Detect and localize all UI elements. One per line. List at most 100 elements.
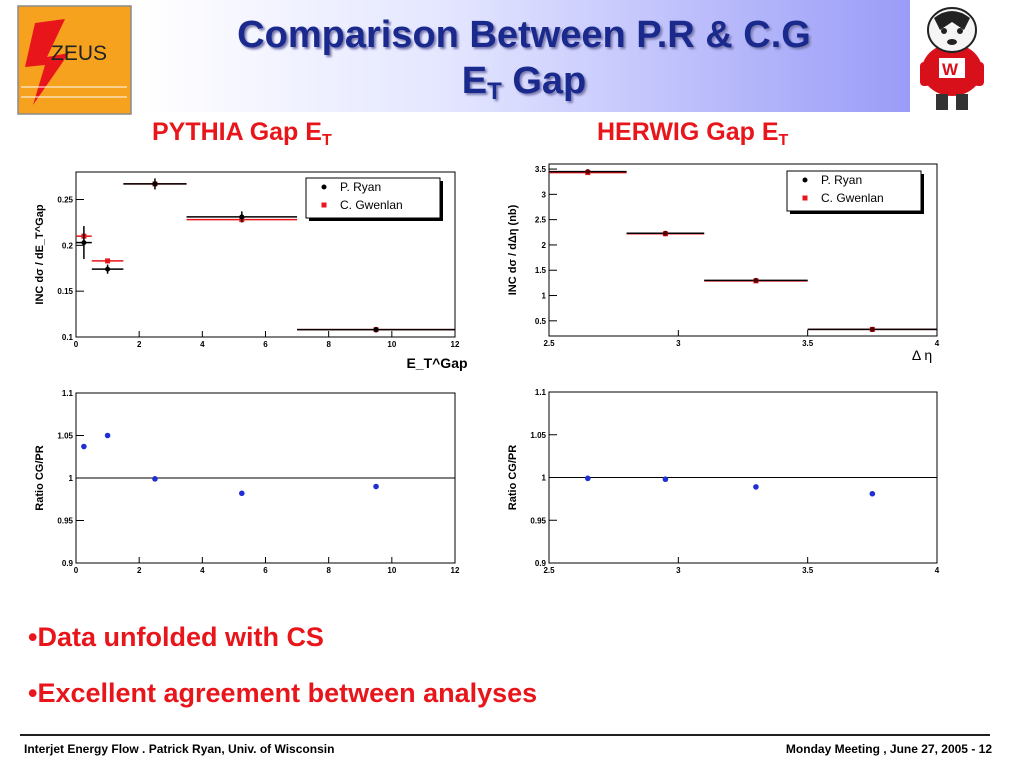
y-tick-label: 1.1 (62, 389, 74, 398)
slide-header: ZEUS Comparison Between P.R & C.G ET Gap… (0, 0, 1024, 118)
y-tick-label: 0.95 (57, 517, 73, 526)
y-tick-label: 1 (542, 474, 547, 483)
y-tick-label: 0.9 (62, 559, 74, 568)
footer-rule (20, 734, 990, 736)
x-axis-label: Δ η (912, 347, 932, 363)
x-tick-label: 2.5 (543, 566, 555, 575)
y-tick-label: 2.5 (535, 216, 547, 225)
pr-point (105, 266, 111, 272)
ratio-point (104, 432, 111, 439)
pr-point (662, 230, 668, 236)
y-tick-label: 1.1 (535, 388, 547, 397)
legend-label: C. Gwenlan (340, 198, 403, 212)
plot-frame (548, 163, 938, 337)
slide-title: Comparison Between P.R & C.G ET Gap (138, 12, 910, 115)
pr-point (373, 327, 379, 333)
x-tick-label: 3.5 (802, 566, 814, 575)
ratio-point (373, 483, 379, 490)
y-tick-label: 2 (542, 241, 547, 250)
x-tick-label: 2.5 (543, 339, 555, 348)
y-tick-label: 1.05 (57, 432, 73, 441)
y-tick-label: 1.5 (535, 266, 547, 275)
x-tick-label: 3 (676, 566, 681, 575)
legend-label: C. Gwenlan (821, 191, 884, 205)
cg-point (105, 258, 111, 264)
legend-marker-cg (321, 202, 327, 208)
pr-point (239, 214, 245, 220)
bullet-item: •Excellent agreement between analyses (28, 678, 538, 708)
y-tick-label: 1.05 (530, 431, 546, 440)
pr-point (152, 181, 158, 187)
footer-left: Interjet Energy Flow . Patrick Ryan, Uni… (24, 742, 335, 756)
title-line-2: ET Gap (461, 60, 587, 105)
x-tick-label: 6 (263, 566, 268, 575)
cg-point (662, 231, 668, 237)
cg-point (753, 278, 759, 284)
legend-label: P. Ryan (821, 173, 862, 187)
y-tick-label: 1 (69, 474, 74, 483)
y-tick-label: 3.5 (535, 165, 547, 174)
bullet-item: •Data unfolded with CS (28, 622, 324, 652)
x-tick-label: 0 (74, 566, 79, 575)
x-tick-label: 4 (935, 339, 940, 348)
ratio-point (81, 443, 87, 450)
y-tick-label: 0.5 (535, 317, 547, 326)
svg-text:ZEUS: ZEUS (51, 42, 107, 65)
pr-point (81, 240, 87, 246)
cg-point (239, 217, 245, 223)
ratio-point (753, 484, 759, 490)
legend-shadow (790, 174, 924, 214)
x-tick-label: 2 (137, 340, 142, 349)
cg-point (81, 233, 87, 239)
y-axis-label: INC dσ / dΔη (nb) (507, 204, 519, 295)
y-axis-label: INC dσ / dE_T^Gap (34, 204, 46, 304)
zeus-logo: ZEUS (17, 5, 132, 115)
x-tick-label: 3.5 (802, 339, 814, 348)
x-tick-label: 4 (200, 340, 205, 349)
legend-marker-pr (321, 184, 327, 190)
x-tick-label: 8 (326, 340, 331, 349)
cg-point (869, 326, 875, 332)
ratio-point (239, 490, 245, 497)
x-tick-label: 3 (676, 339, 681, 348)
pr-point (585, 169, 591, 175)
y-tick-label: 0.25 (57, 196, 73, 205)
legend-box (786, 170, 922, 212)
y-tick-label: 0.1 (62, 333, 74, 342)
x-tick-label: 10 (387, 340, 396, 349)
plot-frame (75, 171, 456, 338)
footer-right: Monday Meeting , June 27, 2005 - 12 (785, 742, 992, 756)
x-tick-label: 4 (200, 566, 205, 575)
y-tick-label: 0.95 (530, 516, 546, 525)
pr-point (869, 326, 875, 332)
x-tick-label: 4 (935, 566, 940, 575)
x-tick-label: 2 (137, 566, 142, 575)
pr-point (753, 277, 759, 283)
pythia-subheading: PYTHIA Gap ET (152, 118, 332, 149)
herwig-subheading: HERWIG Gap ET (597, 118, 789, 149)
x-tick-label: 8 (326, 566, 331, 575)
y-tick-label: 0.9 (535, 559, 547, 568)
badger-mascot-icon: W (920, 7, 984, 110)
x-tick-label: 6 (263, 340, 268, 349)
y-axis-label: Ratio CG/PR (34, 445, 46, 510)
plot-frame (75, 392, 456, 564)
plot-frame (548, 391, 938, 564)
x-tick-label: 12 (451, 566, 460, 575)
bullet-list: •Data unfolded with CS •Excellent agreem… (28, 618, 537, 730)
x-tick-label: 12 (451, 340, 460, 349)
y-tick-label: 3 (542, 190, 547, 199)
ratio-point (869, 490, 876, 497)
ratio-point (662, 476, 669, 483)
ratio-point (585, 475, 591, 482)
title-line-1: Comparison Between P.R & C.G (237, 14, 811, 56)
y-tick-label: 0.2 (62, 241, 74, 250)
x-tick-label: 0 (74, 340, 79, 349)
y-tick-label: 1 (542, 292, 547, 301)
svg-text:W: W (942, 60, 959, 79)
legend-marker-cg (802, 195, 808, 201)
cg-point (152, 181, 158, 187)
ratio-point (152, 476, 158, 482)
x-axis-label: E_T^Gap (406, 355, 467, 371)
y-axis-label: Ratio CG/PR (507, 445, 519, 510)
